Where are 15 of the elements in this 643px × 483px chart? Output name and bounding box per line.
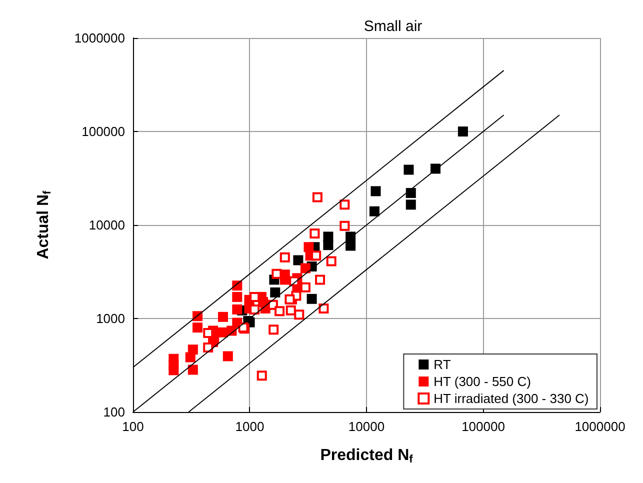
y-tick-label: 100	[103, 404, 125, 420]
y-tick-label: 1000000	[74, 30, 125, 46]
legend-label: HT irradiated (300 - 330 C)	[434, 391, 589, 406]
legend-label: HT (300 - 550 C)	[434, 374, 531, 389]
x-tick-label: 10000	[348, 419, 385, 434]
y-tick-label: 1000	[96, 311, 125, 326]
y-axis-title: Actual Nf	[35, 190, 54, 260]
x-tick-label: 1000	[235, 419, 264, 434]
x-tick-label: 1000000	[574, 419, 626, 434]
x-tick-label: 100	[122, 419, 144, 434]
chart-title: Small air	[364, 18, 422, 35]
x-tick-label: 100000	[462, 419, 505, 434]
y-tick-label: 100000	[82, 124, 125, 139]
y-tick-label: 10000	[88, 218, 125, 232]
legend-label: RT	[434, 357, 451, 372]
